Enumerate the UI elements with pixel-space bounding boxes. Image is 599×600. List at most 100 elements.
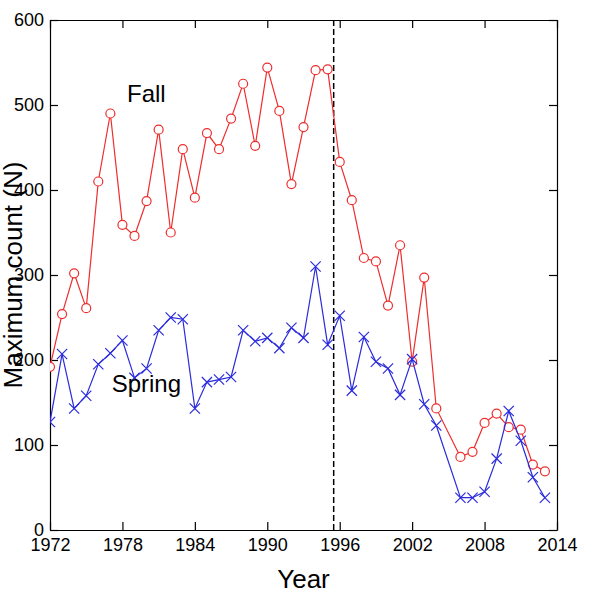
- marker: [456, 452, 465, 461]
- marker: [250, 336, 260, 346]
- tick-mark: [412, 20, 413, 28]
- tick-mark: [122, 522, 123, 530]
- marker: [479, 487, 489, 497]
- marker: [118, 220, 127, 229]
- marker: [298, 333, 308, 343]
- marker: [106, 109, 115, 118]
- marker: [419, 399, 429, 409]
- tick: 0: [34, 520, 58, 540]
- tick-label: 1996: [320, 535, 360, 555]
- tick: [340, 20, 341, 28]
- marker: [57, 349, 67, 359]
- marker: [94, 177, 103, 186]
- tick-mark: [267, 20, 268, 28]
- tick-label: 100: [14, 435, 44, 455]
- marker: [335, 311, 345, 321]
- marker: [58, 310, 67, 319]
- marker: [371, 257, 380, 266]
- marker: [287, 180, 296, 189]
- plot: 1972197819841990199620022008201401002003…: [14, 10, 578, 555]
- marker: [190, 403, 200, 413]
- marker: [492, 453, 502, 463]
- marker: [50, 417, 55, 427]
- tick-mark: [340, 522, 341, 530]
- tick-mark: [549, 445, 557, 446]
- tick-mark: [50, 190, 58, 191]
- marker: [166, 228, 175, 237]
- y-axis-title: Maximum count (N): [0, 162, 28, 389]
- marker: [190, 193, 199, 202]
- marker: [432, 404, 441, 413]
- tick: 1996: [320, 522, 360, 555]
- marker: [299, 123, 308, 132]
- tick: [549, 530, 557, 531]
- tick: [549, 20, 557, 21]
- marker: [142, 197, 151, 206]
- marker: [359, 332, 369, 342]
- marker: [227, 114, 236, 123]
- tick-mark: [195, 20, 196, 28]
- marker: [347, 196, 356, 205]
- marker: [82, 304, 91, 313]
- tick: [122, 20, 123, 28]
- tick-mark: [267, 522, 268, 530]
- tick: 1978: [103, 522, 143, 555]
- tick: [195, 20, 196, 28]
- marker: [528, 472, 538, 482]
- tick: [549, 275, 557, 276]
- marker: [323, 340, 333, 350]
- tick-mark: [484, 20, 485, 28]
- marker: [238, 325, 248, 335]
- marker: [130, 231, 139, 240]
- tick-mark: [549, 20, 557, 21]
- tick-mark: [484, 522, 485, 530]
- marker: [105, 348, 115, 358]
- tick: [549, 360, 557, 361]
- tick: 500: [14, 95, 58, 115]
- marker: [480, 418, 489, 427]
- marker: [431, 420, 441, 430]
- marker: [371, 357, 381, 367]
- series-label: Fall: [127, 80, 166, 107]
- marker: [166, 312, 176, 322]
- marker: [311, 66, 320, 75]
- series-line: [50, 68, 545, 472]
- tick-mark: [50, 445, 58, 446]
- tick-label: 500: [14, 95, 44, 115]
- tick-mark: [122, 20, 123, 28]
- marker: [359, 254, 368, 263]
- tick-mark: [549, 275, 557, 276]
- marker: [117, 335, 127, 345]
- axis-line: [51, 20, 558, 21]
- marker: [492, 409, 501, 418]
- tick-mark: [50, 275, 58, 276]
- tick-label: 2002: [393, 535, 433, 555]
- tick: 100: [14, 435, 58, 455]
- marker: [251, 141, 260, 150]
- marker: [310, 261, 320, 271]
- tick: [549, 445, 557, 446]
- tick-label: 2014: [537, 535, 577, 555]
- marker: [335, 157, 344, 166]
- marker: [504, 406, 514, 416]
- tick-mark: [195, 522, 196, 530]
- marker: [420, 273, 429, 282]
- tick: [549, 190, 557, 191]
- series-label: Spring: [112, 370, 181, 397]
- tick-mark: [50, 105, 58, 106]
- tick: [549, 105, 557, 106]
- y-axis-right: [549, 21, 558, 531]
- marker: [178, 145, 187, 154]
- tick-label: 1990: [248, 535, 288, 555]
- marker: [69, 403, 79, 413]
- tick-mark: [50, 20, 58, 21]
- marker: [396, 241, 405, 250]
- x-axis: 19721978198419901996200220082014: [30, 522, 577, 555]
- tick: 1990: [248, 522, 288, 555]
- tick-mark: [412, 522, 413, 530]
- marker: [202, 129, 211, 138]
- tick: [485, 20, 486, 28]
- tick: 600: [14, 10, 58, 30]
- tick-mark: [549, 530, 557, 531]
- tick-mark: [549, 105, 557, 106]
